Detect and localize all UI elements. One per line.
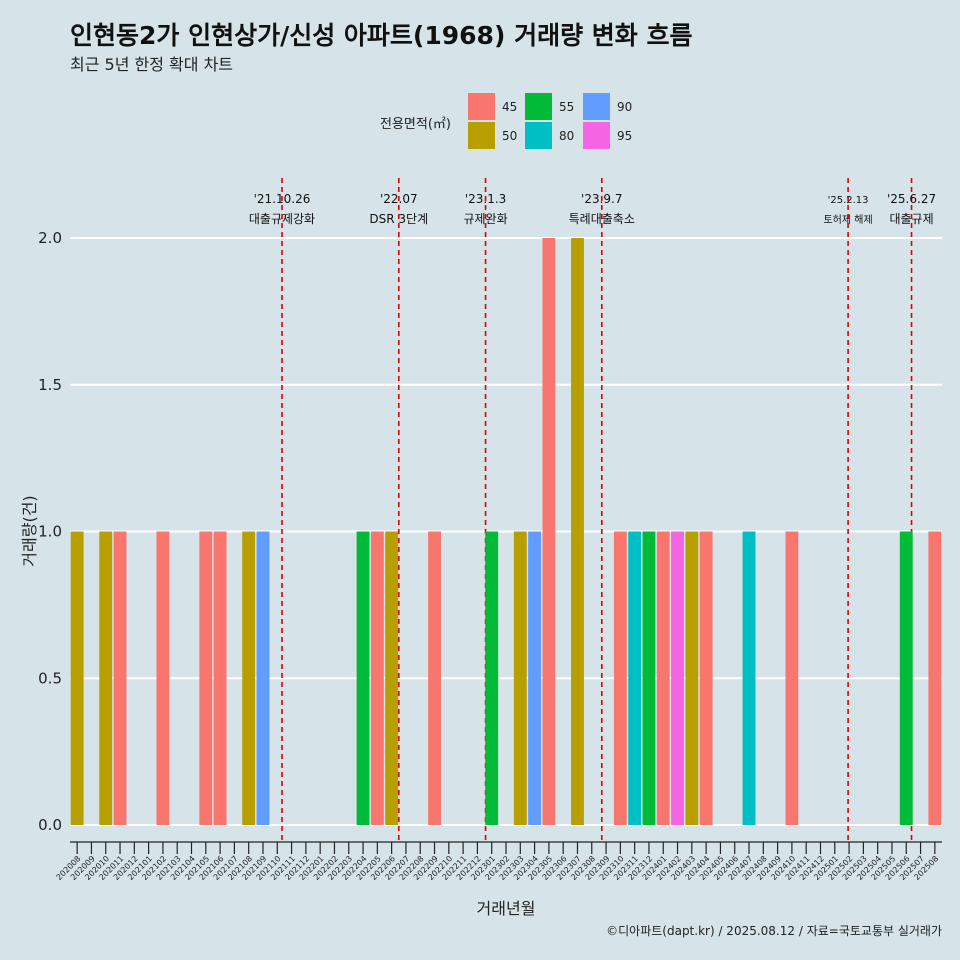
bar: [99, 531, 113, 825]
event-desc-label: 토허제 해제: [823, 213, 872, 226]
x-axis-label: 거래년월: [477, 899, 536, 918]
bar: [428, 531, 441, 825]
legend-label: 95: [617, 129, 632, 143]
bars: [70, 238, 942, 825]
bar: [528, 531, 542, 825]
bar: [513, 531, 527, 825]
event-desc-label: DSR 3단계: [369, 212, 428, 226]
chart-title: 인현동2가 인현상가/신성 아파트(1968) 거래량 변화 흐름: [70, 21, 692, 50]
y-axis-ticks: 0.0 0.5 1.0 1.5 2.0: [38, 229, 62, 834]
event-desc-label: 규제완화: [463, 212, 507, 226]
y-tick-label: 2.0: [38, 229, 62, 247]
bar: [699, 531, 713, 825]
bar: [199, 531, 213, 825]
bar: [613, 531, 627, 825]
y-tick-label: 0.5: [38, 669, 62, 687]
legend-label: 80: [559, 129, 574, 143]
legend-label: 45: [502, 100, 517, 114]
bar: [356, 531, 370, 825]
bar: [656, 531, 670, 825]
legend-swatch: [468, 122, 495, 149]
bar: [70, 531, 84, 825]
event-date-label: '23.9.7: [581, 192, 622, 206]
y-tick-label: 1.0: [38, 523, 62, 541]
bar: [542, 238, 556, 825]
legend-swatch: [583, 93, 610, 120]
event-desc-label: 대출규제강화: [249, 212, 315, 226]
event-date-label: '22.07: [380, 192, 418, 206]
event-desc-label: 대출규제: [889, 212, 933, 226]
legend-swatch: [525, 93, 552, 120]
legend-swatch: [583, 122, 610, 149]
bar: [256, 531, 270, 825]
event-date-label: '23.1.3: [465, 192, 506, 206]
legend-label: 90: [617, 100, 632, 114]
bar: [899, 531, 913, 825]
legend: 전용면적(㎡) 45 50 55 80 90 95: [380, 93, 632, 149]
bar: [642, 531, 656, 825]
legend-title: 전용면적(㎡): [380, 117, 451, 132]
bar: [370, 531, 384, 825]
chart-subtitle: 최근 5년 한정 확대 차트: [70, 55, 233, 74]
bar: [113, 531, 127, 825]
event-date-label: '25.6.27: [887, 192, 936, 206]
bar: [671, 531, 684, 825]
bar: [628, 531, 642, 825]
event-date-label: '25.2.13: [828, 195, 869, 206]
event-date-label: '21.10.26: [254, 192, 311, 206]
bar: [928, 531, 942, 825]
legend-label: 55: [559, 100, 574, 114]
bar: [571, 238, 584, 825]
bar: [485, 531, 499, 825]
event-labels: '21.10.26 대출규제강화 '22.07 DSR 3단계 '23.1.3 규제완화 '…: [249, 192, 936, 226]
bar: [385, 531, 399, 825]
y-tick-label: 0.0: [38, 816, 62, 834]
legend-swatch: [468, 93, 495, 120]
legend-label: 50: [502, 129, 517, 143]
event-desc-label: 특례대출축소: [569, 212, 635, 226]
bar: [785, 531, 799, 825]
bar: [685, 531, 699, 825]
caption: ©디아파트(dapt.kr) / 2025.08.12 / 자료=국토교통부 실…: [606, 924, 942, 938]
bar: [213, 531, 227, 825]
bar: [742, 531, 756, 825]
bar: [242, 531, 256, 825]
y-axis-label: 거래량(건): [20, 495, 39, 566]
bar: [156, 531, 170, 825]
legend-swatch: [525, 122, 552, 149]
y-tick-label: 1.5: [38, 376, 62, 394]
